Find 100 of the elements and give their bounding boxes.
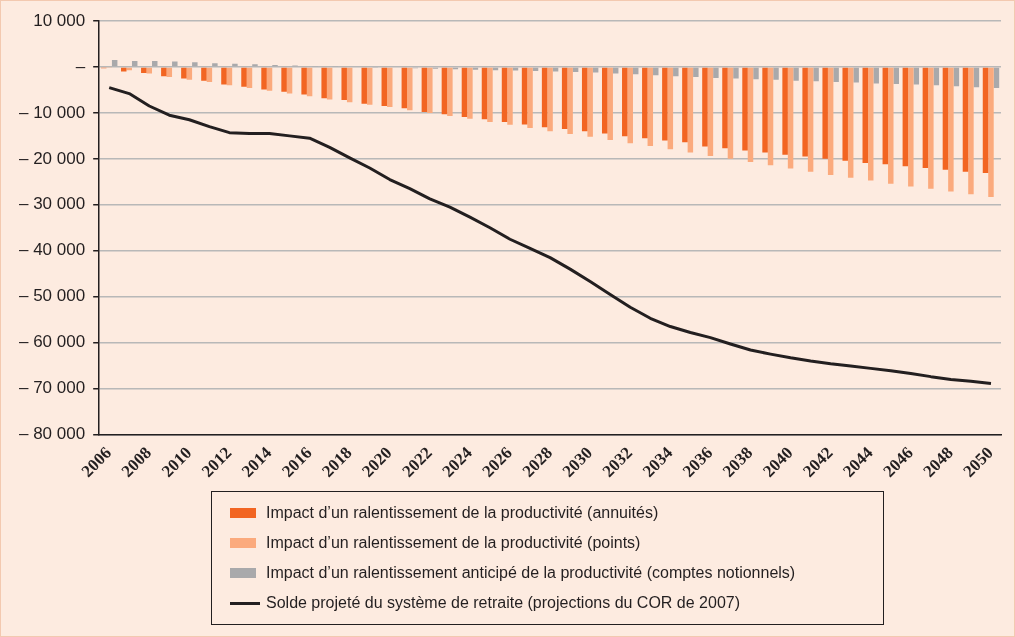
bar	[326, 67, 333, 100]
bar	[381, 67, 388, 106]
bar	[581, 67, 588, 132]
bar	[893, 67, 899, 84]
bar	[467, 67, 473, 119]
bar	[873, 67, 879, 84]
bar	[627, 67, 633, 144]
bar	[782, 67, 788, 155]
bar	[727, 67, 734, 159]
bar	[847, 67, 854, 178]
bar	[361, 67, 367, 104]
bar	[241, 67, 247, 87]
legend-label: Impact d’un ralentissement de la productivité (annuités)	[266, 504, 659, 522]
bar	[286, 67, 293, 94]
y-tick-label: – 70 000	[18, 378, 86, 398]
y-tick-label: – 30 000	[18, 194, 86, 214]
bar	[793, 67, 799, 81]
bar	[192, 62, 198, 67]
bar	[561, 67, 568, 129]
y-tick-label: 10 000	[33, 10, 86, 30]
bar	[121, 67, 127, 72]
bar	[833, 67, 839, 83]
y-tick-label: – 60 000	[18, 332, 86, 352]
bar	[487, 67, 493, 123]
bar	[882, 67, 889, 165]
bar	[827, 67, 834, 175]
bar	[762, 67, 768, 153]
bar	[707, 67, 714, 157]
bar	[541, 67, 548, 128]
bar	[733, 67, 739, 79]
y-tick-label: – 10 000	[18, 102, 86, 122]
bar	[547, 67, 553, 132]
legend-label: Impact d’un ralentissement de la productivité (points)	[266, 534, 641, 552]
bar	[722, 67, 728, 149]
bar	[982, 67, 989, 174]
bar	[747, 67, 754, 163]
bar	[441, 67, 448, 115]
bar	[141, 67, 147, 73]
bar	[212, 63, 218, 67]
bar	[908, 67, 914, 187]
bar	[512, 67, 519, 71]
bar	[667, 67, 674, 150]
bar	[922, 67, 929, 169]
bar	[647, 67, 654, 146]
y-tick-label: –	[75, 56, 86, 76]
bar	[552, 67, 559, 72]
bar	[928, 67, 934, 189]
bar	[702, 67, 708, 147]
bar	[807, 67, 814, 172]
bar	[842, 67, 848, 161]
bar	[252, 64, 258, 67]
bar	[742, 67, 748, 151]
bar	[662, 67, 668, 141]
y-tick-label: – 50 000	[18, 286, 86, 306]
y-tick-label: – 40 000	[18, 240, 86, 260]
bar	[181, 67, 187, 79]
bar	[301, 67, 307, 95]
bar	[942, 67, 949, 170]
bar	[693, 67, 699, 78]
bar	[472, 67, 479, 70]
bar	[622, 67, 628, 137]
bar	[407, 67, 413, 111]
bar	[642, 67, 648, 139]
bar	[266, 67, 273, 91]
bar	[172, 61, 178, 67]
bar	[161, 67, 167, 77]
bar	[587, 67, 593, 137]
bar	[261, 67, 267, 90]
bar	[401, 67, 408, 109]
bar	[773, 67, 779, 80]
bar	[341, 67, 347, 101]
bar	[601, 67, 608, 134]
bar	[521, 67, 528, 125]
bar	[787, 67, 794, 169]
bar	[802, 67, 808, 157]
bar	[281, 67, 287, 92]
bar	[527, 67, 533, 129]
bar	[461, 67, 468, 118]
bar	[888, 67, 894, 184]
bar	[822, 67, 828, 159]
bar	[186, 67, 193, 80]
bar	[968, 67, 974, 195]
bar	[853, 67, 859, 83]
bar	[481, 67, 488, 120]
bar	[501, 67, 508, 123]
bar	[366, 67, 373, 105]
bar	[902, 67, 909, 167]
bar	[988, 67, 994, 197]
bar	[753, 67, 759, 80]
bar	[687, 67, 694, 153]
bar	[682, 67, 688, 143]
bar	[813, 67, 819, 82]
bar	[767, 67, 774, 166]
bar	[653, 67, 659, 76]
bar	[713, 67, 719, 78]
bar	[507, 67, 513, 125]
bar	[447, 67, 453, 117]
bar	[948, 67, 954, 192]
bar	[962, 67, 969, 172]
y-tick-label: – 20 000	[18, 148, 86, 168]
